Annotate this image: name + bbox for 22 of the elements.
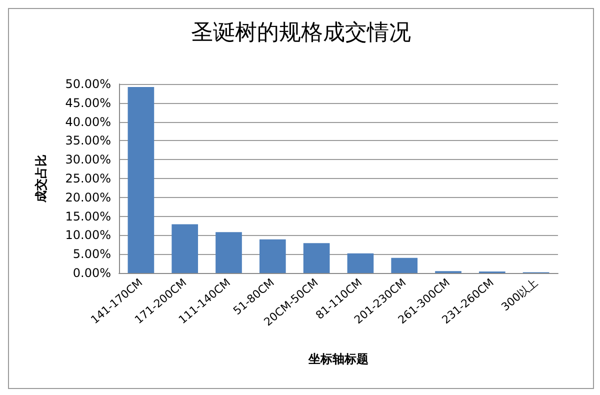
y-tick-label: 35.00%: [65, 134, 111, 148]
x-axis-title: 坐标轴标题: [308, 352, 368, 366]
bar: [391, 258, 418, 273]
y-tick-label: 0.00%: [72, 266, 111, 280]
y-tick-label: 25.00%: [65, 172, 111, 186]
y-tick-label: 10.00%: [65, 228, 111, 242]
bar: [303, 243, 330, 273]
y-tick-label: 50.00%: [65, 77, 111, 91]
y-tick-label: 40.00%: [65, 114, 111, 129]
y-tick-label: 45.00%: [65, 96, 111, 110]
y-tick-label: 20.00%: [65, 190, 111, 204]
chart-title: 圣诞树的规格成交情况: [191, 20, 411, 46]
bar: [216, 232, 242, 273]
y-tick-label: 30.00%: [65, 152, 111, 167]
x-tick-label: 300以上: [498, 276, 540, 314]
bar: [172, 224, 198, 273]
bar: [259, 239, 286, 273]
y-tick-label: 15.00%: [65, 209, 111, 224]
bar: [128, 87, 154, 273]
y-axis-title: 成交占比: [34, 154, 48, 204]
bar: [347, 253, 374, 273]
y-tick-label: 5.00%: [72, 247, 111, 262]
